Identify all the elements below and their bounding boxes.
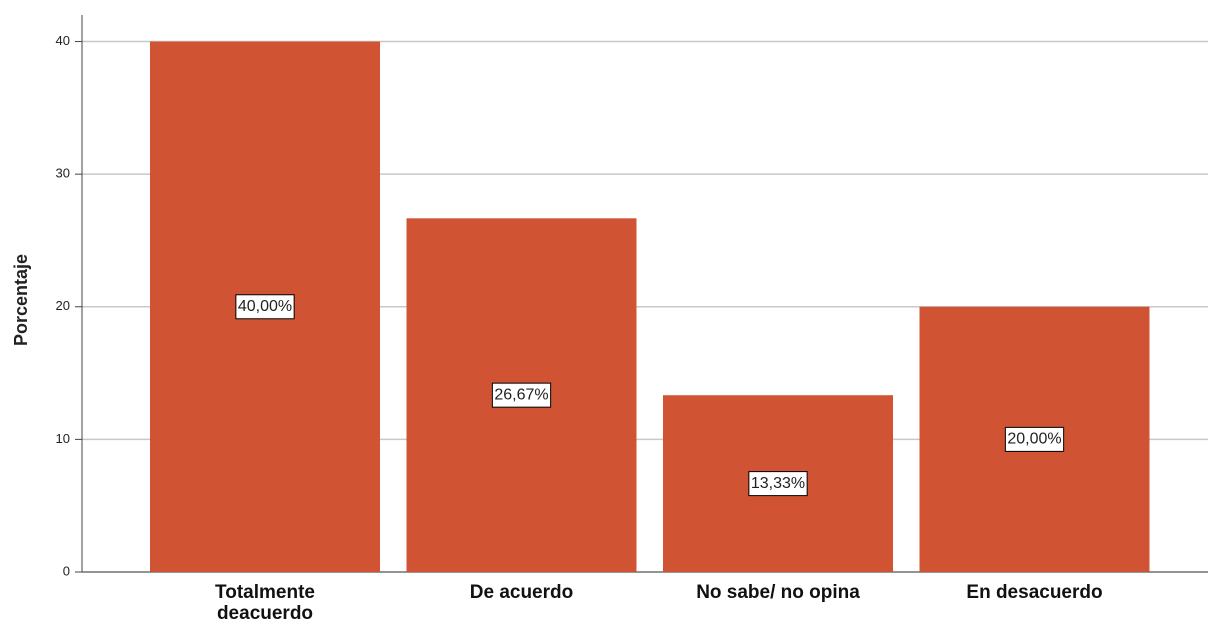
y-tick-label: 40 bbox=[56, 33, 70, 48]
value-label-text: 26,67% bbox=[494, 386, 548, 403]
y-axis-label: Porcentaje bbox=[11, 254, 31, 346]
x-tick-label: En desacuerdo bbox=[966, 582, 1103, 603]
value-label-box bbox=[235, 294, 295, 320]
value-label: 26,67% bbox=[491, 382, 552, 408]
value-label: 13,33% bbox=[748, 471, 808, 497]
value-label-box bbox=[1004, 426, 1065, 452]
y-tick-label: 20 bbox=[56, 298, 70, 313]
value-label-box bbox=[491, 382, 552, 408]
value-label: 20,00% bbox=[1004, 426, 1065, 452]
value-label-box bbox=[748, 471, 808, 497]
value-label: 40,00% bbox=[235, 294, 295, 320]
value-label-text: 40,00% bbox=[238, 298, 292, 315]
y-tick-label: 10 bbox=[56, 431, 70, 446]
y-tick-label: 0 bbox=[63, 563, 70, 578]
y-tick-label: 30 bbox=[56, 166, 70, 181]
x-tick-label: No sabe/ no opina bbox=[696, 582, 860, 603]
x-tick-label: De acuerdo bbox=[469, 582, 574, 603]
value-label-text: 20,00% bbox=[1007, 431, 1061, 448]
x-tick-label: Totalmente deacuerdo bbox=[215, 582, 315, 624]
value-label-text: 13,33% bbox=[751, 475, 805, 492]
